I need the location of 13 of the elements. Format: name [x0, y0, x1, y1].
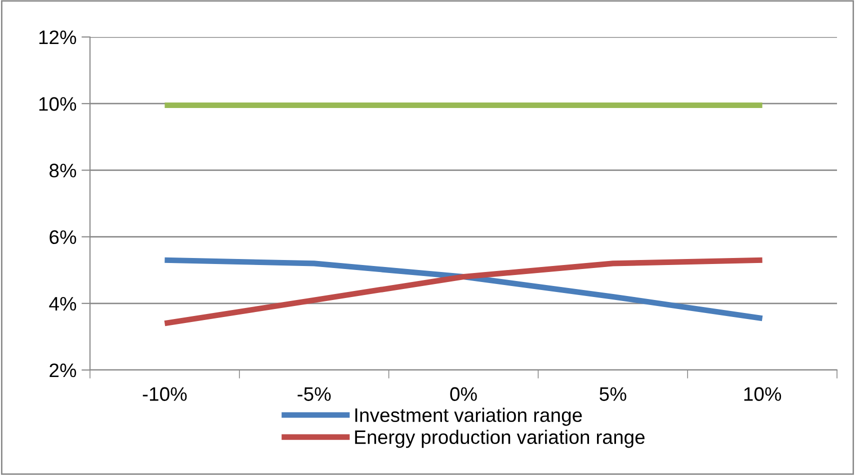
legend-label: Energy production variation range	[355, 430, 645, 448]
y-tick-label: 10%	[39, 97, 76, 111]
y-tick-label: 4%	[49, 296, 76, 311]
x-tick-label: 10%	[744, 387, 782, 401]
y-tick-label: 2%	[50, 363, 76, 378]
y-tick-label: 12%	[39, 30, 76, 44]
x-tick-label: 0%	[450, 387, 477, 401]
x-tick-label: -10%	[142, 387, 187, 401]
legend-label: Investment variation range	[355, 408, 582, 426]
y-tick-label: 8%	[50, 164, 76, 178]
y-tick-label: 6%	[50, 230, 76, 244]
x-tick-label: 5%	[600, 387, 626, 401]
x-tick-label: -5%	[298, 387, 331, 401]
